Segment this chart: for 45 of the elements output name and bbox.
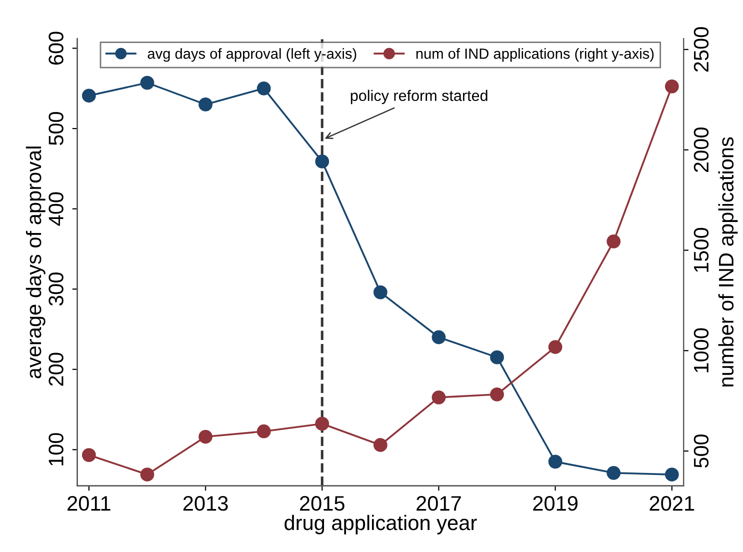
point [606,466,621,480]
point [490,350,504,364]
y2-tick-label: 500 [694,434,709,468]
point [198,98,212,112]
x-tick-label: 2021 [650,496,694,511]
point [256,81,271,96]
y2-axis-title: number of IND applications [718,137,738,386]
point [606,234,621,248]
y-axis-title: average days of approval [26,146,46,378]
point [140,468,154,482]
y2-tick-label: 2000 [694,128,709,172]
point [256,424,271,438]
point [432,330,446,344]
point [373,285,388,300]
y-tick-label: 400 [48,192,64,226]
y-tick-label: 200 [48,352,64,386]
point [82,88,96,103]
y-tick-label: 100 [48,433,64,466]
x-tick-label: 2015 [300,496,344,511]
x-axis-title: drug application year [284,514,477,534]
point [490,387,504,402]
y2-tick-label: 1500 [694,228,709,272]
y-tick-label: 600 [48,32,64,65]
point [315,416,330,431]
point [82,448,96,462]
point [548,454,562,469]
y-tick-label: 300 [48,272,64,306]
legend-label: num of IND applications (right y-axis) [416,48,654,62]
x-tick-label: 2013 [183,496,228,511]
point [664,79,679,94]
annotation: policy reform started [350,90,488,104]
legend-label: avg days of approval (left y-axis) [148,48,356,62]
y2-tick-label: 2500 [694,27,709,72]
point [432,390,446,404]
y2-tick-label: 1000 [694,328,709,372]
point [315,154,330,168]
y-tick-label: 500 [48,112,64,146]
point [373,438,388,452]
point [140,76,154,90]
point [198,430,212,444]
x-tick-label: 2017 [416,496,461,511]
point [548,340,562,354]
x-tick-label: 2011 [68,496,110,511]
x-tick-label: 2019 [533,496,578,511]
point [664,468,679,482]
